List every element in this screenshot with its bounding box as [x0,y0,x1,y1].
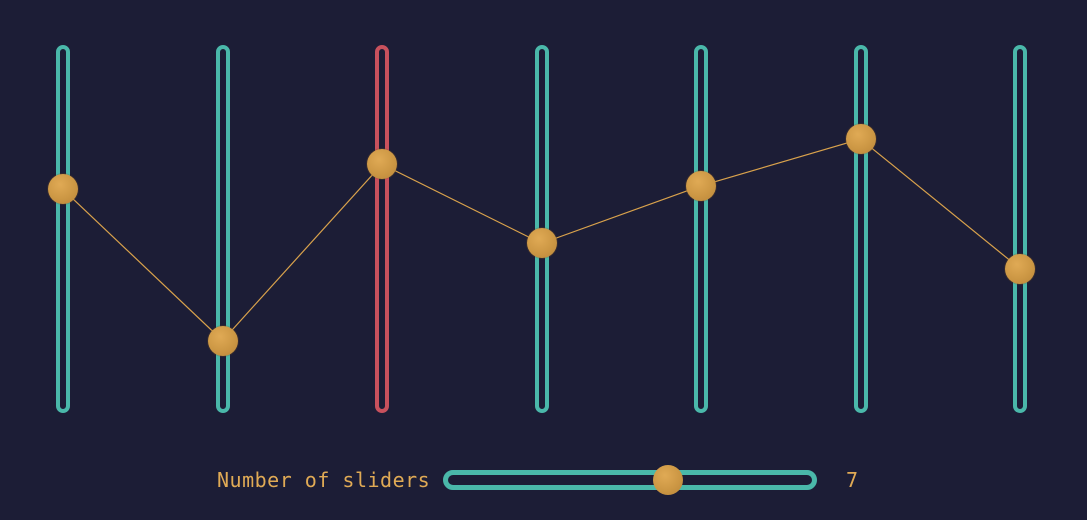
slider-knob-4[interactable] [526,228,557,259]
number-of-sliders-value: 7 [846,468,859,492]
slider-track-2[interactable] [215,45,230,413]
slider-track-6[interactable] [853,45,868,413]
slider-knob-1[interactable] [48,174,78,205]
slider-track-7[interactable] [1013,45,1027,413]
slider-knob-2[interactable] [207,325,238,356]
controls-bar: Number of sliders 7 [0,460,1087,500]
slider-knob-7[interactable] [1005,253,1035,284]
slider-track-3[interactable] [375,45,389,413]
number-of-sliders-label: Number of sliders [217,468,431,492]
slider-stage [48,45,1035,413]
slider-knob-5[interactable] [686,170,716,201]
slider-knob-6[interactable] [845,124,876,154]
slider-track-5[interactable] [694,45,708,413]
slider-knob-3[interactable] [367,149,397,180]
number-of-sliders-knob[interactable] [652,465,683,495]
slider-track-1[interactable] [56,45,70,413]
number-of-sliders-track[interactable] [443,470,817,490]
